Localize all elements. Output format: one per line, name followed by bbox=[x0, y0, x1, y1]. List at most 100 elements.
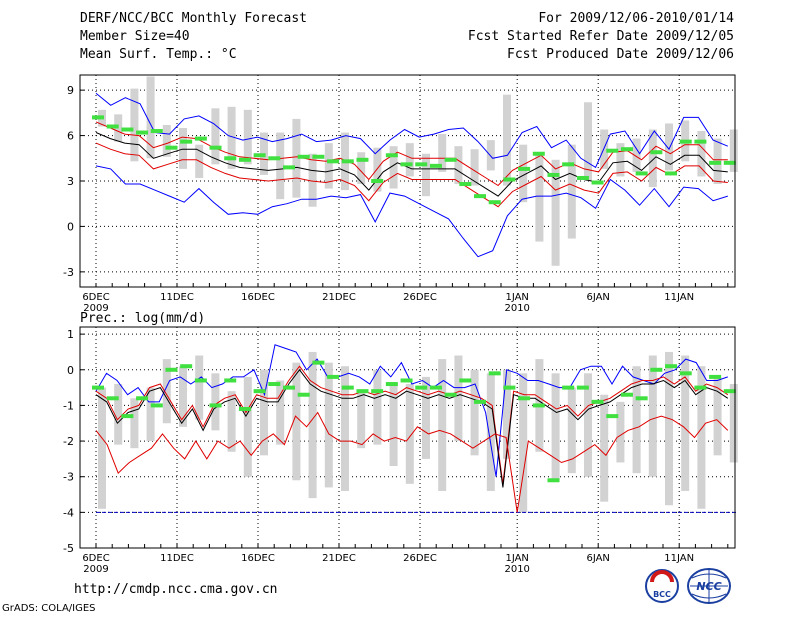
ensemble-marker bbox=[650, 367, 663, 372]
ensemble-marker bbox=[209, 403, 222, 408]
panel-title: Prec.: log(mm/d) bbox=[80, 311, 205, 326]
x-tick-sublabel: 2010 bbox=[504, 303, 529, 314]
spread-bar bbox=[130, 88, 139, 162]
spread-bar bbox=[616, 401, 625, 463]
ensemble-marker bbox=[341, 385, 354, 390]
spread-bar bbox=[146, 387, 155, 442]
ensemble-marker bbox=[488, 200, 501, 205]
spread-bar bbox=[276, 132, 285, 200]
ensemble-marker bbox=[591, 399, 604, 404]
ensemble-marker bbox=[297, 154, 310, 159]
ensemble-marker bbox=[400, 162, 413, 167]
ensemble-marker bbox=[665, 364, 678, 369]
spread-bar bbox=[179, 128, 187, 169]
spread-bar bbox=[681, 355, 690, 491]
spread-bar bbox=[373, 147, 382, 192]
x-tick-label: 26DEC bbox=[403, 553, 437, 564]
y-tick-label: 0 bbox=[67, 364, 74, 377]
spread-bar bbox=[486, 140, 495, 171]
plot-frame bbox=[79, 74, 736, 288]
ensemble-marker bbox=[635, 396, 648, 401]
ensemble-marker bbox=[327, 159, 340, 164]
spread-bar bbox=[146, 76, 155, 159]
y-tick-label: -1 bbox=[63, 399, 74, 412]
x-tick-label: 11DEC bbox=[160, 553, 194, 564]
spread-bar bbox=[422, 376, 430, 459]
ensemble-marker bbox=[474, 399, 487, 404]
series-ensemble-max bbox=[95, 92, 728, 169]
grads-credit: GrADS: COLA/IGES bbox=[2, 603, 96, 614]
ensemble-marker bbox=[444, 392, 457, 397]
ensemble-marker bbox=[150, 129, 163, 134]
x-tick-sublabel: 2009 bbox=[83, 303, 108, 314]
ensemble-marker bbox=[562, 162, 575, 167]
ensemble-marker bbox=[121, 127, 134, 132]
ensemble-marker bbox=[238, 157, 251, 162]
spread-bar bbox=[519, 144, 528, 203]
spread-bar bbox=[584, 102, 592, 181]
spread-bar bbox=[405, 143, 414, 177]
x-tick-label: 6DEC bbox=[82, 292, 109, 303]
spread-bar bbox=[519, 373, 528, 513]
x-tick-label: 6DEC bbox=[82, 553, 109, 564]
spread-bar bbox=[324, 362, 333, 488]
ensemble-marker bbox=[150, 403, 163, 408]
chart-title: DERF/NCC/BCC Monthly Forecast bbox=[80, 11, 307, 26]
x-tick-label: 6JAN bbox=[586, 292, 609, 303]
ensemble-marker bbox=[268, 382, 281, 387]
ensemble-marker bbox=[679, 139, 692, 144]
spread-bar bbox=[227, 106, 236, 169]
spread-bar bbox=[713, 376, 722, 456]
x-tick-label: 16DEC bbox=[241, 292, 275, 303]
spread-bar bbox=[243, 376, 252, 477]
spread-bar bbox=[227, 391, 236, 452]
ensemble-marker bbox=[415, 162, 428, 167]
ensemble-marker bbox=[459, 378, 472, 383]
spread-bar bbox=[729, 129, 738, 172]
ensemble-marker bbox=[694, 385, 707, 390]
x-tick-sublabel: 2009 bbox=[83, 564, 108, 575]
ensemble-marker bbox=[620, 147, 633, 152]
ensemble-marker bbox=[165, 367, 178, 372]
spread-bar bbox=[600, 394, 609, 502]
spread-bar bbox=[260, 369, 268, 456]
spread-bar bbox=[422, 153, 430, 197]
ensemble-marker bbox=[341, 159, 354, 164]
spread-bar bbox=[179, 366, 187, 427]
bcc-logo: BCC bbox=[645, 569, 679, 603]
series-lower-spread bbox=[95, 142, 728, 208]
spread-bar bbox=[648, 355, 657, 477]
spread-bar bbox=[389, 146, 398, 189]
ensemble-marker bbox=[694, 139, 707, 144]
series-ensemble-min bbox=[95, 165, 728, 258]
spread-bar bbox=[389, 384, 398, 467]
spread-bar bbox=[324, 143, 333, 189]
spread-bar bbox=[600, 129, 609, 169]
x-tick-label: 1JAN bbox=[505, 553, 528, 564]
spread-bar bbox=[308, 153, 317, 207]
ensemble-marker bbox=[547, 172, 560, 177]
spread-bar bbox=[130, 398, 139, 449]
spread-bar bbox=[503, 369, 511, 459]
ensemble-marker bbox=[459, 182, 472, 187]
spread-bar bbox=[454, 146, 463, 185]
y-tick-label: -2 bbox=[63, 435, 74, 448]
ensemble-marker bbox=[385, 382, 398, 387]
y-tick-label: -5 bbox=[63, 542, 74, 555]
spread-bar bbox=[697, 366, 706, 509]
ensemble-marker bbox=[576, 385, 589, 390]
ensemble-marker bbox=[356, 389, 369, 394]
ensemble-marker bbox=[429, 163, 442, 168]
y-tick-label: 1 bbox=[67, 328, 74, 341]
ensemble-marker bbox=[444, 157, 457, 162]
spread-bar bbox=[308, 351, 317, 499]
spread-bar bbox=[616, 143, 625, 177]
spread-bar bbox=[438, 134, 447, 172]
ensemble-marker bbox=[209, 145, 222, 150]
plot-frame bbox=[79, 326, 736, 549]
ensemble-marker bbox=[194, 378, 207, 383]
variable-label: Mean Surf. Temp.: °C bbox=[80, 47, 237, 62]
y-tick-label: -4 bbox=[63, 506, 74, 519]
spread-bar bbox=[551, 373, 560, 481]
